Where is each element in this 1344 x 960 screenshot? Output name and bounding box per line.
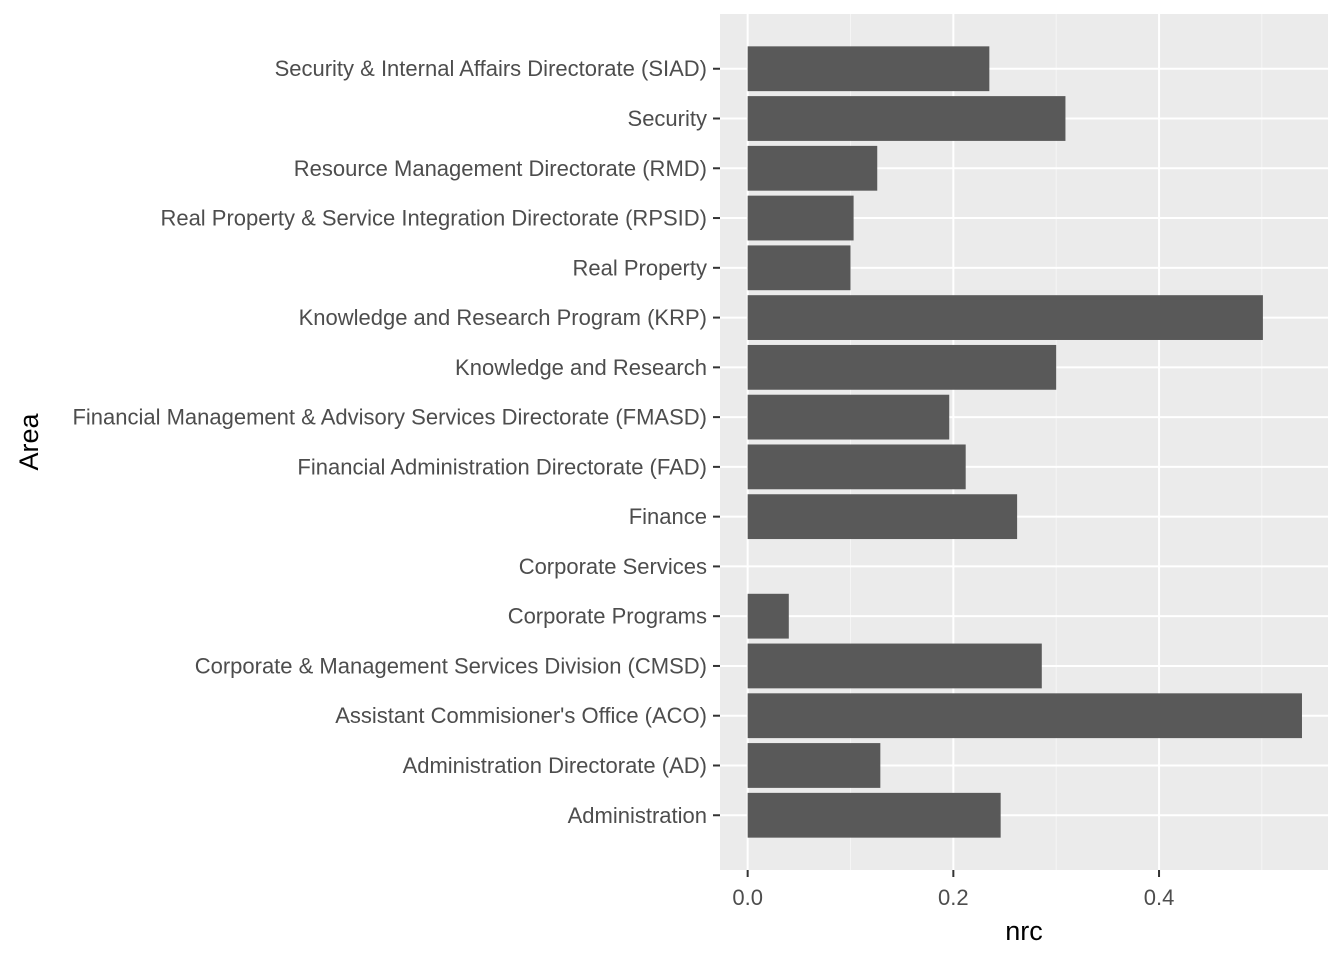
bar xyxy=(747,792,1001,838)
y-tick-label: Real Property & Service Integration Dire… xyxy=(160,206,707,231)
y-tick-label: Assistant Commisioner's Office (ACO) xyxy=(335,703,707,728)
y-tick-label: Administration xyxy=(568,803,707,828)
y-tick-label: Financial Administration Directorate (FA… xyxy=(297,454,707,479)
bar xyxy=(747,743,881,788)
bar xyxy=(747,394,950,440)
x-tick-label: 0.2 xyxy=(938,885,969,910)
y-tick-label: Finance xyxy=(629,504,707,529)
x-tick-label: 0.4 xyxy=(1144,885,1175,910)
x-tick-label: 0.0 xyxy=(732,885,763,910)
y-tick-label: Real Property xyxy=(572,255,707,280)
bar xyxy=(747,344,1057,390)
y-tick-label: Knowledge and Research Program (KRP) xyxy=(299,305,707,330)
y-axis-title: Area xyxy=(14,413,44,471)
x-axis: 0.0 0.2 0.4 xyxy=(732,870,1174,910)
y-tick-label: Corporate & Management Services Division… xyxy=(195,653,707,678)
bar xyxy=(747,295,1263,340)
y-tick-label: Security & Internal Affairs Directorate … xyxy=(275,56,707,81)
bar xyxy=(747,643,1042,689)
y-tick-label: Security xyxy=(628,106,707,131)
bar xyxy=(747,693,1302,739)
y-tick-label: Resource Management Directorate (RMD) xyxy=(294,156,707,181)
y-tick-label: Administration Directorate (AD) xyxy=(403,753,707,778)
bar xyxy=(747,195,854,241)
bar xyxy=(747,593,789,639)
bar xyxy=(747,245,851,291)
y-tick-label: Corporate Services xyxy=(519,554,707,579)
bar xyxy=(747,96,1066,141)
x-axis-title: nrc xyxy=(1005,916,1043,946)
y-axis: Security & Internal Affairs Directorate … xyxy=(72,56,720,828)
y-tick-label: Financial Management & Advisory Services… xyxy=(72,405,707,430)
y-tick-label: Corporate Programs xyxy=(508,604,707,629)
bar xyxy=(747,145,878,191)
bar xyxy=(747,444,966,490)
bar xyxy=(747,46,990,92)
y-tick-label: Knowledge and Research xyxy=(455,355,707,380)
bar xyxy=(747,494,1018,540)
plot-panel xyxy=(720,14,1328,870)
bars xyxy=(747,46,1302,838)
